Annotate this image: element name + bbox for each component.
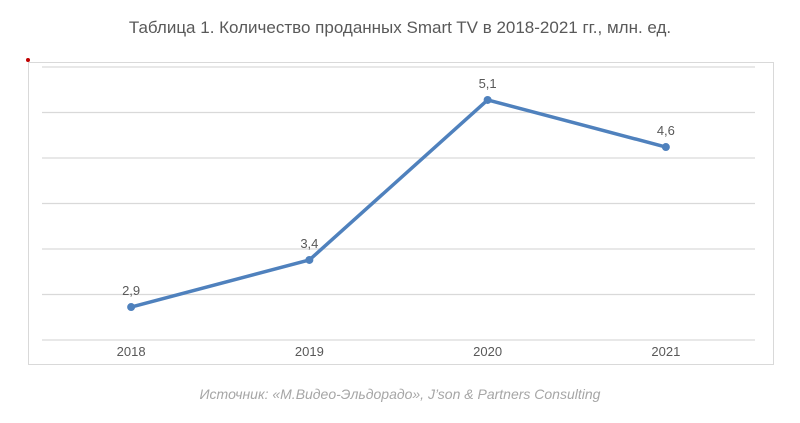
x-tick-label: 2021 [651,344,680,359]
chart-title: Таблица 1. Количество проданных Smart TV… [128,18,672,37]
data-label: 2,9 [122,283,140,298]
source-note: Источник: «М.Видео-Эльдорадо», J’son & P… [199,386,601,402]
x-tick-label: 2019 [295,344,324,359]
plot-frame [28,62,774,365]
data-label: 3,4 [300,236,318,251]
marker-dot [26,58,30,62]
x-tick-label: 2018 [117,344,146,359]
data-point [127,303,136,312]
series-line [130,98,667,309]
data-label: 5,1 [479,76,497,91]
data-point [661,143,670,152]
data-point [305,255,314,264]
data-point [483,95,492,104]
line-chart: 2018 2019 2020 2021 2,9 3,4 5,1 4,6 [28,62,774,365]
x-tick-label: 2020 [473,344,502,359]
data-label: 4,6 [657,123,675,138]
